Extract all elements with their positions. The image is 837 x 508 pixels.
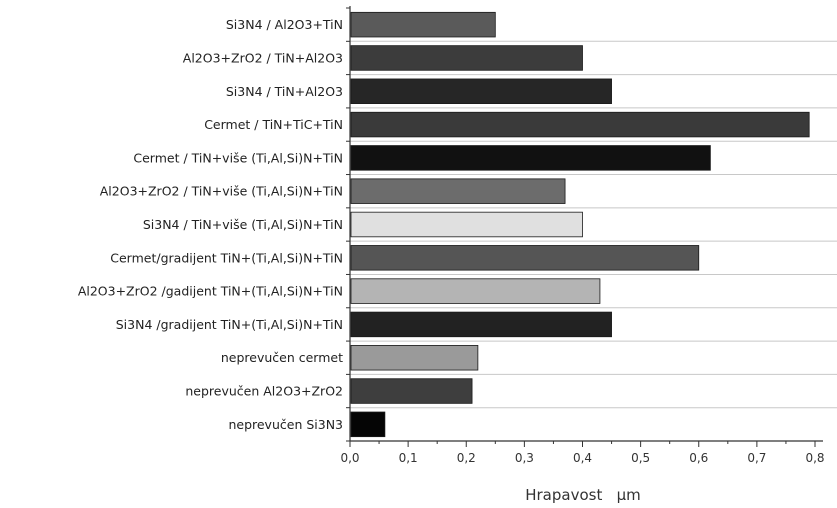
grid-lines (350, 40, 837, 409)
bar (350, 178, 566, 204)
bar (350, 211, 583, 238)
bar (350, 345, 479, 371)
x-tick-label: 0,7 (747, 451, 766, 465)
x-tick-label: 0,4 (573, 451, 592, 465)
bar (350, 78, 612, 104)
x-tick-label: 0,6 (689, 451, 708, 465)
category-label: Si3N4 /gradijent TiN+(Ti,Al,Si)N+TiN (116, 317, 343, 332)
bar (350, 145, 711, 171)
category-label: neprevučen Al2O3+ZrO2 (185, 384, 343, 399)
x-tick-labels: 0,0 0,1 0,2 0,3 0,4 0,5 0,6 0,7 0,8 (340, 451, 824, 465)
category-label: Al2O3+ZrO2 /gadijent TiN+(Ti,Al,Si)N+TiN (78, 284, 343, 299)
bar (350, 11, 496, 38)
bar (350, 311, 612, 338)
category-label: neprevučen cermet (221, 350, 343, 365)
category-label: Si3N4 / TiN+više (Ti,Al,Si)N+TiN (143, 217, 343, 232)
bar (350, 411, 386, 438)
category-label: Cermet/gradijent TiN+(Ti,Al,Si)N+TiN (110, 250, 343, 265)
category-label: Si3N4 / Al2O3+TiN (226, 17, 343, 32)
x-tick-label: 0,0 (340, 451, 359, 465)
category-label: neprevučen Si3N3 (228, 417, 343, 432)
x-tick-label: 0,1 (399, 451, 418, 465)
bars (350, 11, 810, 438)
bar (350, 245, 700, 271)
bar (350, 45, 583, 71)
category-label: Al2O3+ZrO2 / TiN+više (Ti,Al,Si)N+TiN (100, 184, 343, 199)
bar (350, 111, 810, 138)
category-label: Cermet / TiN+više (Ti,Al,Si)N+TiN (133, 150, 343, 165)
bar (350, 378, 473, 404)
x-tick-label: 0,5 (631, 451, 650, 465)
bar (350, 278, 601, 304)
x-axis-title: Hrapavost μm (525, 486, 641, 504)
category-label: Cermet / TiN+TiC+TiN (204, 117, 343, 132)
category-label: Al2O3+ZrO2 / TiN+Al2O3 (183, 50, 343, 65)
x-tick-label: 0,2 (457, 451, 476, 465)
category-labels: Si3N4 / Al2O3+TiN Al2O3+ZrO2 / TiN+Al2O3 S… (78, 17, 343, 432)
x-tick-label: 0,3 (515, 451, 534, 465)
x-tick-label: 0,8 (805, 451, 824, 465)
category-label: Si3N4 / TiN+Al2O3 (226, 84, 343, 99)
axes (346, 6, 823, 447)
